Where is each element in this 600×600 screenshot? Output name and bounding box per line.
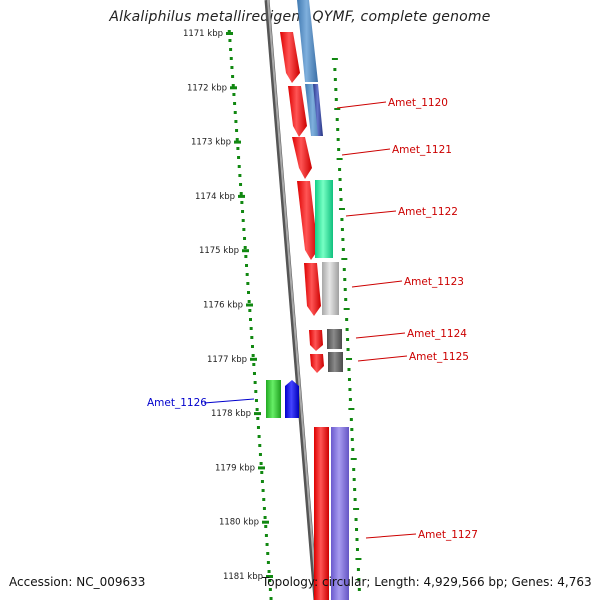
genome-backbone (264, 0, 319, 600)
topology-text: Topology: circular; Length: 4,929,566 bp… (262, 575, 592, 589)
feature-block (327, 329, 342, 349)
gene-label[interactable]: Amet_1121 (392, 144, 452, 156)
ruler-tick (258, 466, 265, 470)
feature-block (313, 84, 323, 136)
gene-label[interactable]: Amet_1124 (407, 328, 467, 340)
cds-arrow (280, 32, 300, 83)
ruler-tick-label: 1175 kbp (199, 246, 239, 256)
ruler-tick-label: 1176 kbp (203, 301, 243, 311)
ruler-tick-label: 1179 kbp (215, 463, 255, 473)
cds-arrow (310, 354, 324, 373)
ruler-tick (238, 194, 245, 198)
ruler-tick-label: 1178 kbp (211, 409, 251, 419)
ruler-tick-label: 1173 kbp (191, 138, 231, 148)
cds-arrow (297, 181, 318, 260)
ruler-tick-label: 1177 kbp (207, 355, 247, 365)
gene-label[interactable]: Amet_1123 (404, 276, 464, 288)
feature-block (328, 352, 343, 372)
ruler-tick (250, 357, 257, 361)
ruler-tick (230, 86, 237, 90)
gene-label[interactable]: Amet_1120 (388, 97, 448, 109)
ruler-tick (246, 303, 253, 307)
cds-bar (314, 427, 329, 600)
feature-block (331, 427, 349, 600)
gene-labels: Amet_1120 Amet_1121 Amet_1122 Amet_1123 Amet… (147, 97, 478, 541)
outer-dotted-track (331, 58, 362, 591)
ruler-tick-label: 1174 kbp (195, 192, 235, 202)
feature-block (297, 0, 318, 82)
ruler-tick-label: 1181 kbp (223, 572, 263, 582)
reverse-cds-track (266, 380, 299, 418)
cds-arrow (309, 330, 323, 351)
position-ruler: 1171 kbp 1172 kbp 1173 kbp 1174 kbp 1175 kbp… (183, 29, 273, 600)
ruler-tick (262, 520, 269, 524)
ruler-tick (234, 140, 241, 144)
feature-block (322, 262, 339, 315)
ruler-tick (226, 32, 233, 35)
cds-arrow (288, 86, 307, 137)
cds-arrow (304, 263, 321, 316)
reverse-cds-arrow (285, 380, 299, 418)
gene-label[interactable]: Amet_1125 (409, 351, 469, 363)
cds-track (280, 32, 329, 600)
reverse-feature-block (266, 380, 281, 418)
feature-track (297, 0, 349, 600)
accession-text: Accession: NC_009633 (9, 575, 146, 589)
gene-label[interactable]: Amet_1127 (418, 529, 478, 541)
cds-arrow (292, 137, 312, 179)
ruler-tick-label: 1172 kbp (187, 83, 227, 93)
ruler-tick-label: 1171 kbp (183, 29, 223, 39)
ruler-tick-label: 1180 kbp (219, 518, 259, 528)
ruler-tick (242, 249, 249, 253)
gene-label[interactable]: Amet_1126 (147, 397, 207, 409)
ruler-tick (266, 575, 273, 578)
gene-label[interactable]: Amet_1122 (398, 206, 458, 218)
feature-block (315, 180, 333, 258)
ruler-tick (254, 412, 261, 416)
